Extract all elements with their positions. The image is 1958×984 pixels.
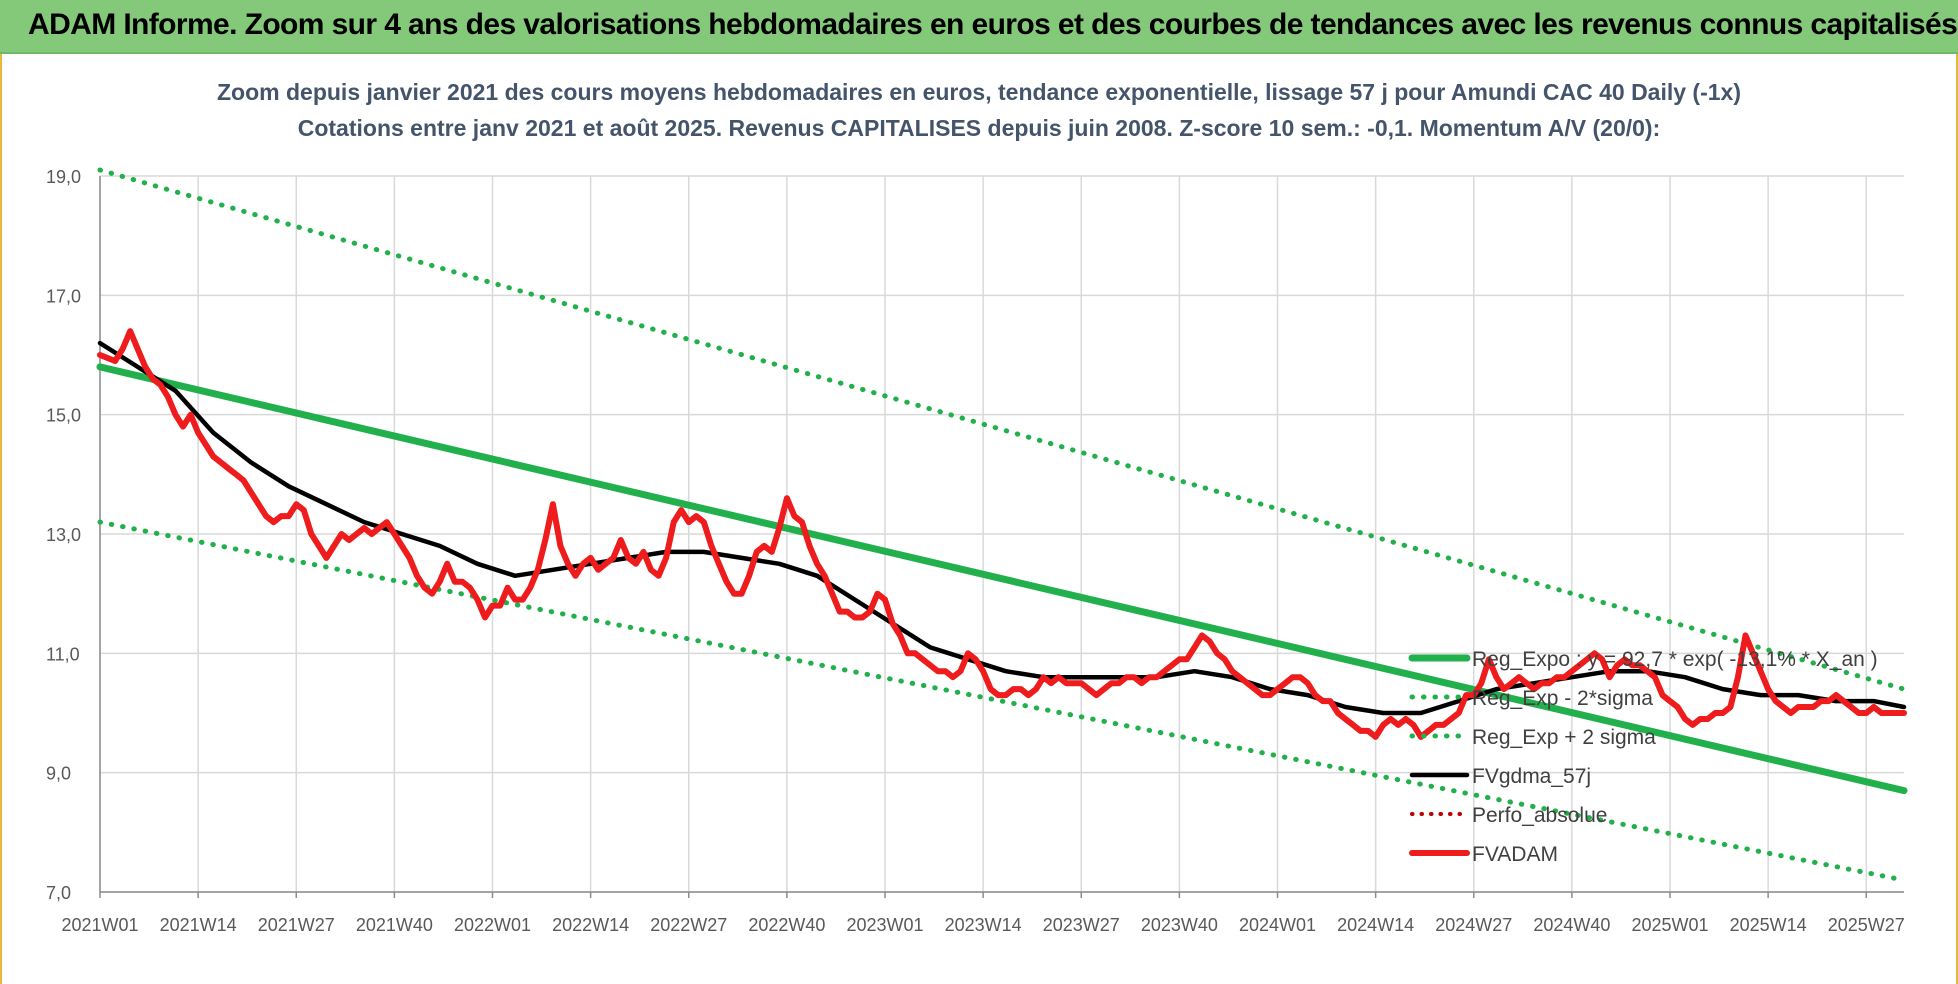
x-tick-label: 2023W27 bbox=[1043, 915, 1120, 935]
x-tick-label: 2025W01 bbox=[1631, 915, 1708, 935]
y-tick-label: 11,0 bbox=[46, 644, 80, 664]
chart-series bbox=[96, 167, 1908, 883]
x-tick-label: 2025W14 bbox=[1730, 915, 1807, 935]
x-tick-label: 2024W14 bbox=[1337, 915, 1414, 935]
x-tick-label: 2021W27 bbox=[258, 915, 335, 935]
y-tick-label: 19,0 bbox=[46, 167, 81, 187]
series-reg-expo bbox=[96, 363, 1908, 795]
y-tick-label: 13,0 bbox=[46, 525, 81, 545]
report-title: ADAM Informe. Zoom sur 4 ans des valoris… bbox=[28, 8, 1958, 41]
y-tick-label: 7,0 bbox=[46, 883, 71, 903]
x-tick-label: 2021W40 bbox=[356, 915, 433, 935]
x-tick-label: 2023W14 bbox=[945, 915, 1022, 935]
y-tick-label: 9,0 bbox=[46, 764, 71, 784]
chart-axes: 19,0 17,0 15,0 13,0 11,0 9,0 7,0 2021W01 2021W14… bbox=[46, 167, 1905, 935]
series-reg-minus-2sigma bbox=[97, 519, 1907, 883]
chart-title: Zoom depuis janvier 2021 des cours moyen… bbox=[217, 79, 1741, 105]
x-tick-label: 2023W40 bbox=[1141, 915, 1218, 935]
series-reg-plus-2sigma bbox=[97, 167, 1907, 692]
legend-entry: Reg_Exp - 2*sigma bbox=[1472, 687, 1653, 710]
x-tick-label: 2022W01 bbox=[454, 915, 531, 935]
x-tick-label: 2025W27 bbox=[1828, 915, 1905, 935]
y-tick-label: 17,0 bbox=[46, 286, 81, 306]
legend-entry: FVgdma_57j bbox=[1472, 765, 1591, 788]
legend-entry: FVADAM bbox=[1472, 843, 1558, 866]
report-banner: ADAM Informe. Zoom sur 4 ans des valoris… bbox=[0, 0, 1958, 54]
x-tick-label: 2021W14 bbox=[160, 915, 237, 935]
chart-frame bbox=[0, 54, 1958, 984]
x-tick-label: 2021W01 bbox=[61, 915, 138, 935]
x-tick-label: 2023W01 bbox=[846, 915, 923, 935]
x-tick-label: 2022W27 bbox=[650, 915, 727, 935]
legend-entry: Reg_Expo : y = 92,7 * exp( -13,1% * X_an… bbox=[1472, 648, 1878, 671]
x-tick-label: 2022W40 bbox=[748, 915, 825, 935]
legend-entry: Perfo_absolue bbox=[1472, 804, 1607, 827]
x-tick-label: 2024W40 bbox=[1533, 915, 1610, 935]
chart-legend: Reg_Expo : y = 92,7 * exp( -13,1% * X_an… bbox=[1408, 648, 1878, 866]
y-tick-label: 15,0 bbox=[46, 406, 81, 426]
chart-subtitle: Cotations entre janv 2021 et août 2025. … bbox=[298, 115, 1661, 141]
x-tick-label: 2022W14 bbox=[552, 915, 629, 935]
series-fvadam bbox=[97, 328, 1907, 740]
x-tick-label: 2024W01 bbox=[1239, 915, 1316, 935]
legend-entry: Reg_Exp + 2 sigma bbox=[1472, 726, 1656, 749]
x-tick-label: 2024W27 bbox=[1435, 915, 1512, 935]
